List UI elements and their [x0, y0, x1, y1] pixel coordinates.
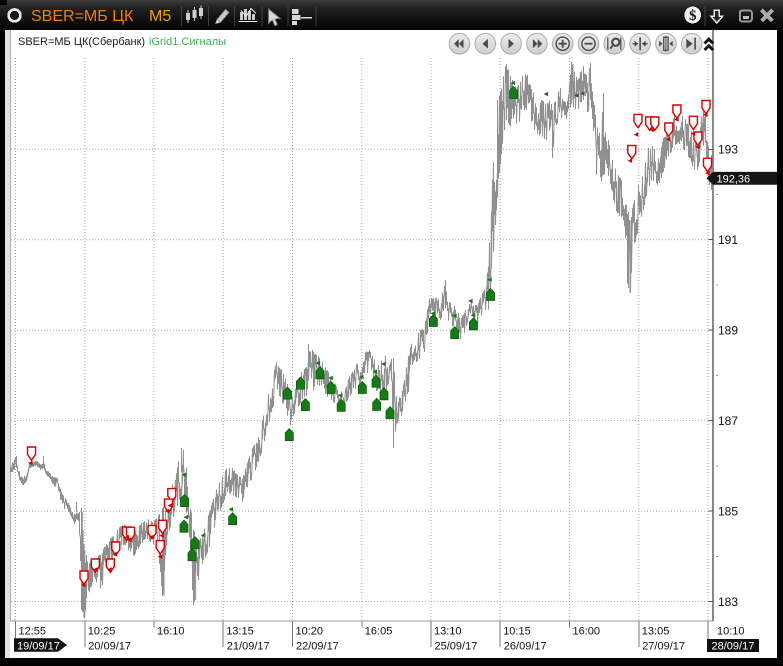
- svg-text:10:15: 10:15: [503, 626, 531, 638]
- svg-text:16:00: 16:00: [573, 626, 601, 638]
- svg-text:М5: М5: [149, 8, 171, 25]
- svg-text:$: $: [689, 8, 697, 24]
- svg-text:189: 189: [718, 324, 738, 338]
- svg-text:22/09/17: 22/09/17: [296, 641, 339, 653]
- svg-text:21/09/17: 21/09/17: [227, 641, 270, 653]
- svg-text:28/09/17: 28/09/17: [712, 641, 755, 653]
- svg-text:iGrid1.Сигналы: iGrid1.Сигналы: [149, 36, 226, 48]
- svg-text:16:10: 16:10: [157, 626, 185, 638]
- svg-text:12:55: 12:55: [19, 626, 47, 638]
- svg-text:193: 193: [718, 143, 738, 157]
- svg-text:191: 191: [718, 233, 738, 247]
- svg-text:183: 183: [718, 595, 738, 609]
- svg-text:10:25: 10:25: [88, 626, 116, 638]
- svg-text:19/09/17: 19/09/17: [17, 640, 60, 652]
- svg-text:13:05: 13:05: [642, 626, 670, 638]
- svg-text:27/09/17: 27/09/17: [642, 641, 685, 653]
- svg-text:192,36: 192,36: [717, 174, 751, 186]
- svg-text:13:15: 13:15: [226, 626, 254, 638]
- svg-text:187: 187: [718, 414, 738, 428]
- svg-text:20/09/17: 20/09/17: [88, 641, 131, 653]
- svg-text:SBER=МБ ЦК: SBER=МБ ЦК: [31, 8, 134, 25]
- svg-text:16:05: 16:05: [365, 626, 393, 638]
- svg-text:185: 185: [718, 505, 738, 519]
- svg-text:26/09/17: 26/09/17: [504, 641, 547, 653]
- svg-text:13:10: 13:10: [434, 626, 462, 638]
- svg-text:25/09/17: 25/09/17: [435, 641, 478, 653]
- svg-text:10:20: 10:20: [296, 626, 324, 638]
- svg-text:10:10: 10:10: [717, 626, 745, 638]
- svg-text:SBER=МБ ЦК(Сбербанк): SBER=МБ ЦК(Сбербанк): [18, 36, 145, 48]
